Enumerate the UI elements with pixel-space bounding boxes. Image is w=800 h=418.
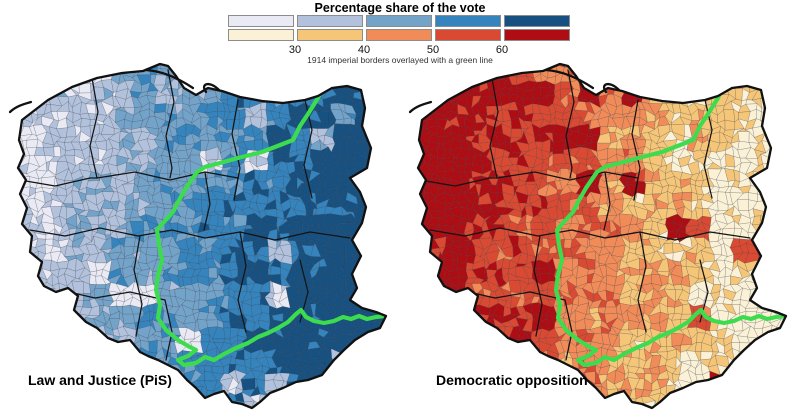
legend-row-opposition [228, 29, 570, 41]
legend-tick-labels: 30 40 50 60 [228, 44, 570, 56]
legend-swatch-red-1 [297, 29, 363, 41]
imperial-border-1914-line [553, 78, 786, 368]
legend-tick-50: 50 [426, 44, 440, 56]
legend-title: Percentage share of the vote [314, 1, 486, 15]
municipality-cells-layer [18, 64, 386, 408]
legend-swatch-blue-0 [228, 15, 294, 27]
coast-marks-layer [8, 68, 221, 114]
map-interior [418, 64, 786, 408]
legend-swatch-blue-2 [366, 15, 432, 27]
map-panel-opposition: Democratic opposition [400, 60, 800, 418]
legend-swatch-red-0 [228, 29, 294, 41]
legend-swatch-blue-4 [504, 15, 570, 27]
legend-swatch-red-3 [435, 29, 501, 41]
legend-swatch-blue-1 [297, 15, 363, 27]
legend-swatch-blue-3 [435, 15, 501, 27]
province-borders-layer [19, 69, 351, 361]
legend-tick-40: 40 [357, 44, 371, 56]
map-interior [18, 64, 386, 408]
legend-tick-60: 60 [495, 44, 509, 56]
map-label-pis: Law and Justice (PiS) [28, 372, 172, 388]
legend-swatch-red-4 [504, 29, 570, 41]
legend-swatch-red-2 [366, 29, 432, 41]
choropleth-map-pis [8, 62, 388, 410]
choropleth-map-opposition [408, 62, 788, 410]
map-label-opposition: Democratic opposition [436, 372, 588, 388]
legend-tick-30: 30 [288, 44, 302, 56]
legend-row-pis [228, 15, 570, 27]
legend-note-1914-borders: 1914 imperial borders overlayed with a g… [307, 55, 493, 65]
coast-marks-layer [408, 68, 621, 114]
vote-share-legend [228, 15, 570, 42]
province-borders-layer [419, 69, 751, 361]
country-outline [416, 62, 788, 410]
imperial-border-1914-line [153, 78, 386, 368]
country-outline [16, 62, 388, 410]
map-panel-pis: Law and Justice (PiS) [0, 60, 400, 418]
municipality-cells-layer [418, 64, 786, 408]
